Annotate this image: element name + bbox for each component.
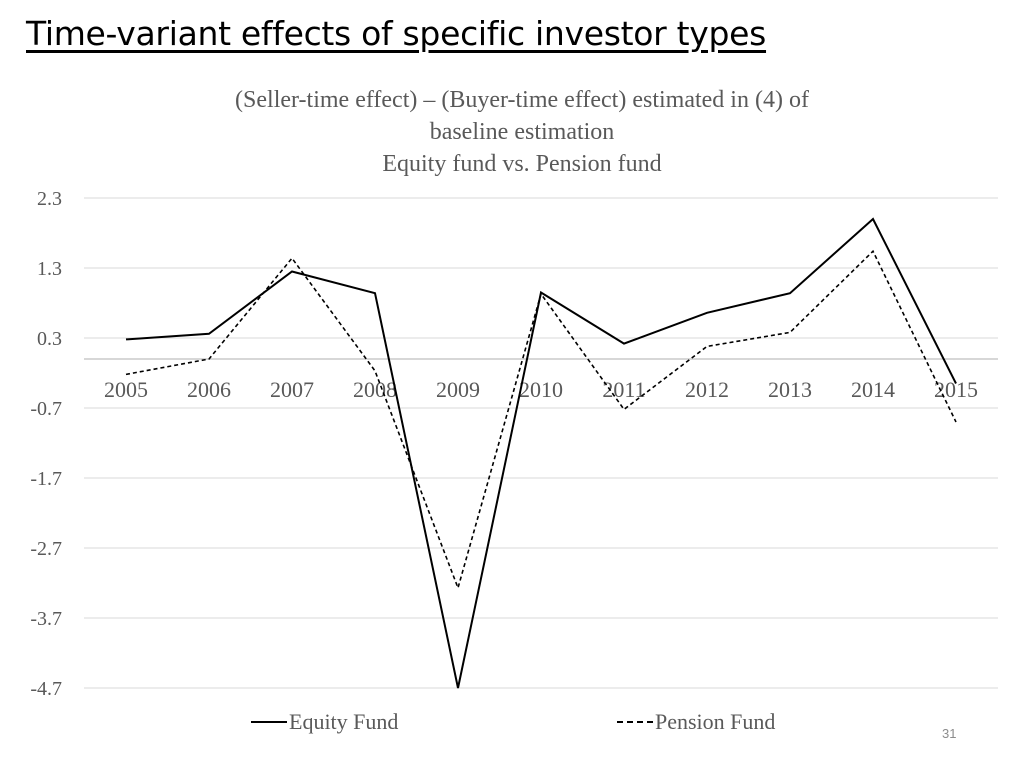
legend-swatch-equity-fund	[251, 721, 287, 723]
x-tick-label-2008: 2008	[353, 377, 397, 402]
x-tick-label-2012: 2012	[685, 377, 729, 402]
y-tick-label-6: -3.7	[30, 608, 62, 630]
x-tick-label-2007: 2007	[270, 377, 314, 402]
y-tick-label-5: -2.7	[30, 538, 62, 560]
x-tick-label-2014: 2014	[851, 377, 895, 402]
x-tick-label-2015: 2015	[934, 377, 978, 402]
y-tick-label-7: -4.7	[30, 678, 62, 700]
legend-label-equity-fund: Equity Fund	[289, 709, 399, 734]
slide-title: Time-variant effects of specific investo…	[26, 14, 767, 53]
slide-number: 31	[942, 726, 957, 741]
y-tick-label-3: -0.7	[30, 398, 62, 420]
x-axis-tick-labels: 2005 2006 2007 2008 2009 2010 2011 2012 2013 2014…	[104, 377, 978, 402]
y-tick-label-0: 2.3	[37, 188, 62, 210]
legend-swatch-pension-fund	[617, 721, 653, 723]
chart-title-line-2: baseline estimation	[429, 119, 615, 145]
legend-item-equity-fund: Equity Fund	[251, 708, 398, 736]
x-tick-label-2005: 2005	[104, 377, 148, 402]
x-tick-label-2009: 2009	[436, 377, 480, 402]
x-tick-label-2013: 2013	[768, 377, 812, 402]
y-tick-label-4: -1.7	[30, 468, 62, 490]
chart-title-line-1: (Seller-time effect) – (Buyer-time effec…	[235, 87, 809, 113]
series-lines	[125, 217, 957, 689]
legend-label-pension-fund: Pension Fund	[655, 709, 776, 734]
y-tick-label-1: 1.3	[37, 258, 62, 280]
chart-title-line-3: Equity fund vs. Pension fund	[382, 151, 662, 177]
y-tick-label-2: 0.3	[37, 328, 62, 350]
legend-item-pension-fund: Pension Fund	[617, 708, 775, 736]
chart-title: (Seller-time effect) – (Buyer-time effec…	[0, 84, 1024, 180]
x-tick-label-2010: 2010	[519, 377, 563, 402]
y-axis-tick-labels: 2.3 1.3 0.3 -0.7 -1.7 -2.7 -3.7 -4.7	[30, 188, 62, 700]
x-tick-label-2006: 2006	[187, 377, 231, 402]
gridlines	[84, 197, 998, 689]
